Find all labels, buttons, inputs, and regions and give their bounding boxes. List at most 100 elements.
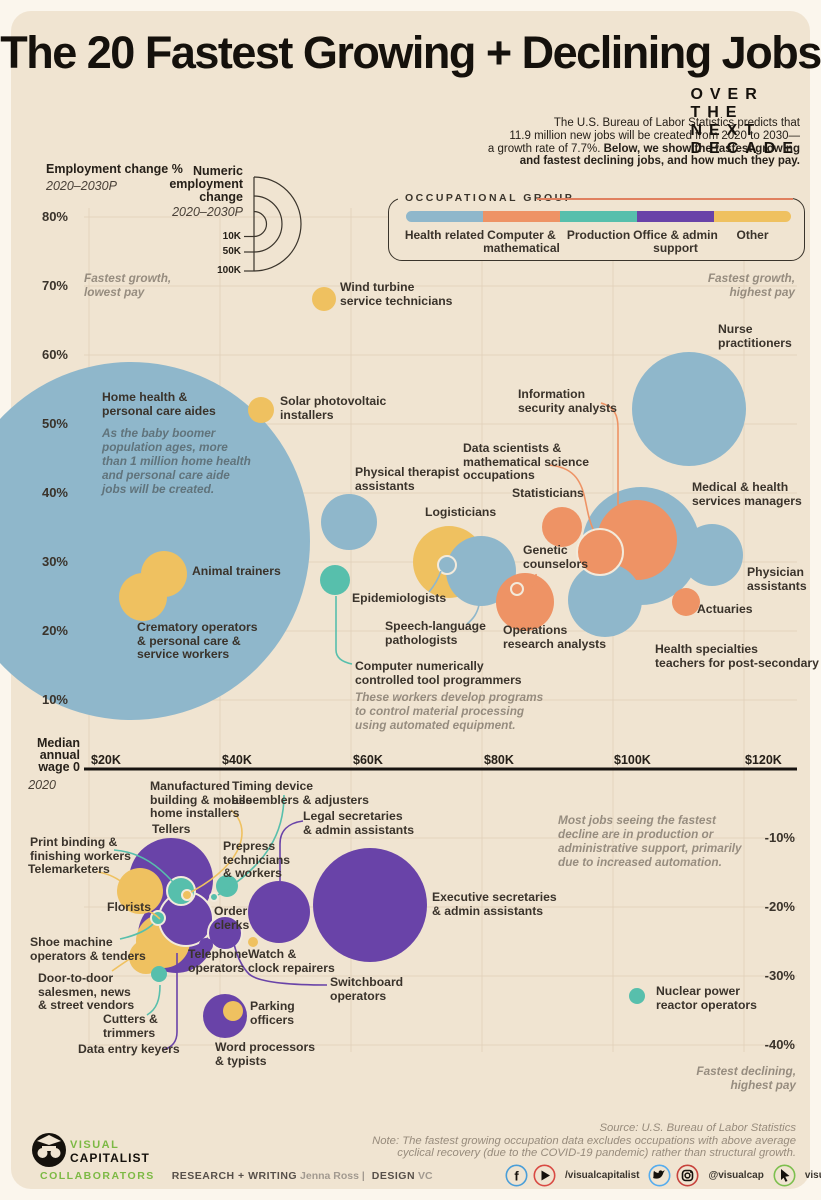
y-tick-40: -40% xyxy=(764,1037,795,1052)
legend-label-production: Production xyxy=(566,228,631,242)
label-cutters-trimmers: Cutters & trimmers xyxy=(103,1012,158,1040)
legend-title: OCCUPATIONAL GROUP xyxy=(398,192,582,204)
label-medical-health-services-managers: Medical & health services managers xyxy=(692,480,802,508)
x-tick-120k: $120K xyxy=(745,753,782,767)
label-physician-assistants: Physician assistants xyxy=(747,565,807,593)
label-door-to-door-salesmen-news-street-vendors: Door-to-door salesmen, news & street vendo… xyxy=(38,971,135,1013)
callout-florists xyxy=(140,908,161,920)
label-solar-photovoltaic-installers: Solar photovoltaic installers xyxy=(280,394,387,422)
y-tick-30: 30% xyxy=(41,554,68,569)
x-tick-20k: $20K xyxy=(91,753,121,767)
corner-note-1: Fastest growth, lowest pay xyxy=(84,271,172,299)
label-nuclear-power-reactor-operators: Nuclear power reactor operators xyxy=(656,984,757,1012)
label-telephone-operators: Telephone operators xyxy=(188,947,249,975)
bubble-parking-officers xyxy=(223,1001,243,1021)
page-subtitle: OVER THE NEXT DECADE xyxy=(690,86,800,157)
y-tick-80: 80% xyxy=(41,209,68,224)
design-name: VC xyxy=(417,1170,433,1182)
bubble-physical-therapist-assistants xyxy=(321,494,377,550)
bubbles xyxy=(0,287,746,1038)
callout-data-entry-keyers xyxy=(162,953,178,1051)
note-line-2: cyclical recovery (due to the COVID-19 p… xyxy=(397,1147,796,1160)
logo-text-capitalist: CAPITALIST xyxy=(70,1151,150,1165)
callout-switchboard-operators xyxy=(233,943,328,986)
label-epidemiologists: Epidemiologists xyxy=(352,591,447,605)
callout-shoe-machine-operators-tenders xyxy=(119,923,154,940)
label-switchboard-operators: Switchboard operators xyxy=(330,975,404,1003)
label-animal-trainers: Animal trainers xyxy=(192,564,281,578)
callout-cutters-trimmers xyxy=(146,984,161,1016)
design-label: DESIGN xyxy=(371,1170,416,1182)
source-note: Source: U.S. Bureau of Labor Statistics … xyxy=(372,1122,796,1160)
corner-note-3: Fastest declining, highest pay xyxy=(696,1064,796,1092)
y-tick-50: 50% xyxy=(41,416,68,431)
size-legend-arcs xyxy=(244,176,302,272)
label-data-scientists-mathematical-science-occupations: Data scientists & mathematical science occ… xyxy=(463,441,590,483)
size-tick-50k: 50K xyxy=(222,246,241,257)
bubble-door-to-door-salesmen-news-street-vendors xyxy=(129,940,163,974)
legend-swatch-other xyxy=(714,211,791,222)
x-tick-60k: $60K xyxy=(353,753,383,767)
label-tellers: Tellers xyxy=(152,822,191,836)
divider: | xyxy=(361,1170,365,1182)
bubble-executive-secretaries-admin-assistants xyxy=(313,848,427,962)
label-speech-language-pathologists: Speech-language pathologists xyxy=(385,619,486,647)
label-crematory-operators-personal-care-service-workers: Crematory operators & personal care & serv… xyxy=(137,620,258,662)
legend-swatch-health xyxy=(406,211,483,222)
callout-door-to-door-salesmen-news-street-vendors xyxy=(111,950,142,972)
legend-accent-line xyxy=(537,197,793,200)
x-tick-100k: $100K xyxy=(614,753,651,767)
bubble-health-specialties-teachers-for-post-secondary xyxy=(568,563,642,637)
callout-speech-language-pathologists xyxy=(466,604,480,625)
y-axis-title: Employment change % xyxy=(46,162,183,176)
label-word-processors-typists: Word processors & typists xyxy=(215,1040,316,1068)
y-tick-30: -30% xyxy=(764,968,795,983)
visual-capitalist-logo-icon xyxy=(32,1133,66,1167)
legend-label-office: Office & admin support xyxy=(633,228,718,255)
x-axis-subtitle: 2020 xyxy=(28,778,56,792)
social-text-visualcapitalist: /visualcapitalist xyxy=(565,1169,640,1181)
size-tick-100k: 100K xyxy=(217,265,241,276)
cursor-icon xyxy=(773,1164,796,1186)
research-label: RESEARCH + WRITING xyxy=(171,1170,298,1182)
label-watch-clock-repairers: Watch & clock repairers xyxy=(248,947,335,975)
twitter-icon xyxy=(648,1164,671,1186)
intro-line-3: a growth rate of 7.7%. Below, we show th… xyxy=(487,142,800,155)
bubble-telephone-operators xyxy=(199,938,213,952)
page-title: The 20 Fastest Growing + Declining Jobs xyxy=(0,27,821,78)
callout-print-binding-finishing-workers xyxy=(113,849,174,883)
callout-legal-secretaries-admin-assistants xyxy=(279,820,304,881)
callout-lines xyxy=(97,402,619,1051)
bubble-computer-numerically-controlled-tool-programmers xyxy=(320,565,350,595)
x-tick-80k: $80K xyxy=(484,753,514,767)
y-tick-40: 40% xyxy=(41,485,68,500)
size-legend-subtitle: 2020–2030P xyxy=(172,205,243,219)
label-nurse-practitioners: Nurse practitioners xyxy=(718,322,792,350)
y-axis-subtitle: 2020–2030P xyxy=(46,179,117,193)
bubble-epidemiologists xyxy=(437,555,457,575)
social-row: f/visualcapitalist @visualcap visualcapita… xyxy=(505,1163,821,1187)
size-legend-title-3: change xyxy=(199,190,243,204)
intro-line-4: and fastest declining jobs, and how much… xyxy=(519,155,800,168)
bubble-prepress-technicians-workers xyxy=(216,875,238,897)
legend-label-other: Other xyxy=(736,228,769,242)
x-axis-title-3: wage 0 xyxy=(38,760,80,774)
research-name: Jenna Ross xyxy=(300,1170,359,1182)
annotation-3: Most jobs seeing the fastest decline are … xyxy=(558,813,742,869)
label-manufactured-building-mobile-home-installers: Manufactured building & mobile home instal… xyxy=(150,779,253,821)
label-genetic-counselors: Genetic counselors xyxy=(523,543,589,571)
bubble-genetic-counselors xyxy=(510,582,524,596)
source-line: Source: U.S. Bureau of Labor Statistics xyxy=(599,1122,796,1134)
bubble-manufactured-building-mobile-home-installers xyxy=(181,889,193,901)
callout-manufactured-building-mobile-home-installers xyxy=(190,809,243,893)
bubble-telemarketers xyxy=(117,868,163,914)
label-actuaries: Actuaries xyxy=(697,602,753,616)
bubble-nuclear-power-reactor-operators xyxy=(629,988,645,1004)
bubble-switchboard-operators xyxy=(207,915,243,951)
intro-line-1: The U.S. Bureau of Labor Statistics pred… xyxy=(553,117,800,129)
bubble-data-scientists-mathematical-science-occupations xyxy=(576,528,624,576)
social-text-visualcapitalist-com: visualcapitalist.com xyxy=(804,1169,821,1181)
legend-label-computer: Computer & mathematical xyxy=(483,228,560,255)
